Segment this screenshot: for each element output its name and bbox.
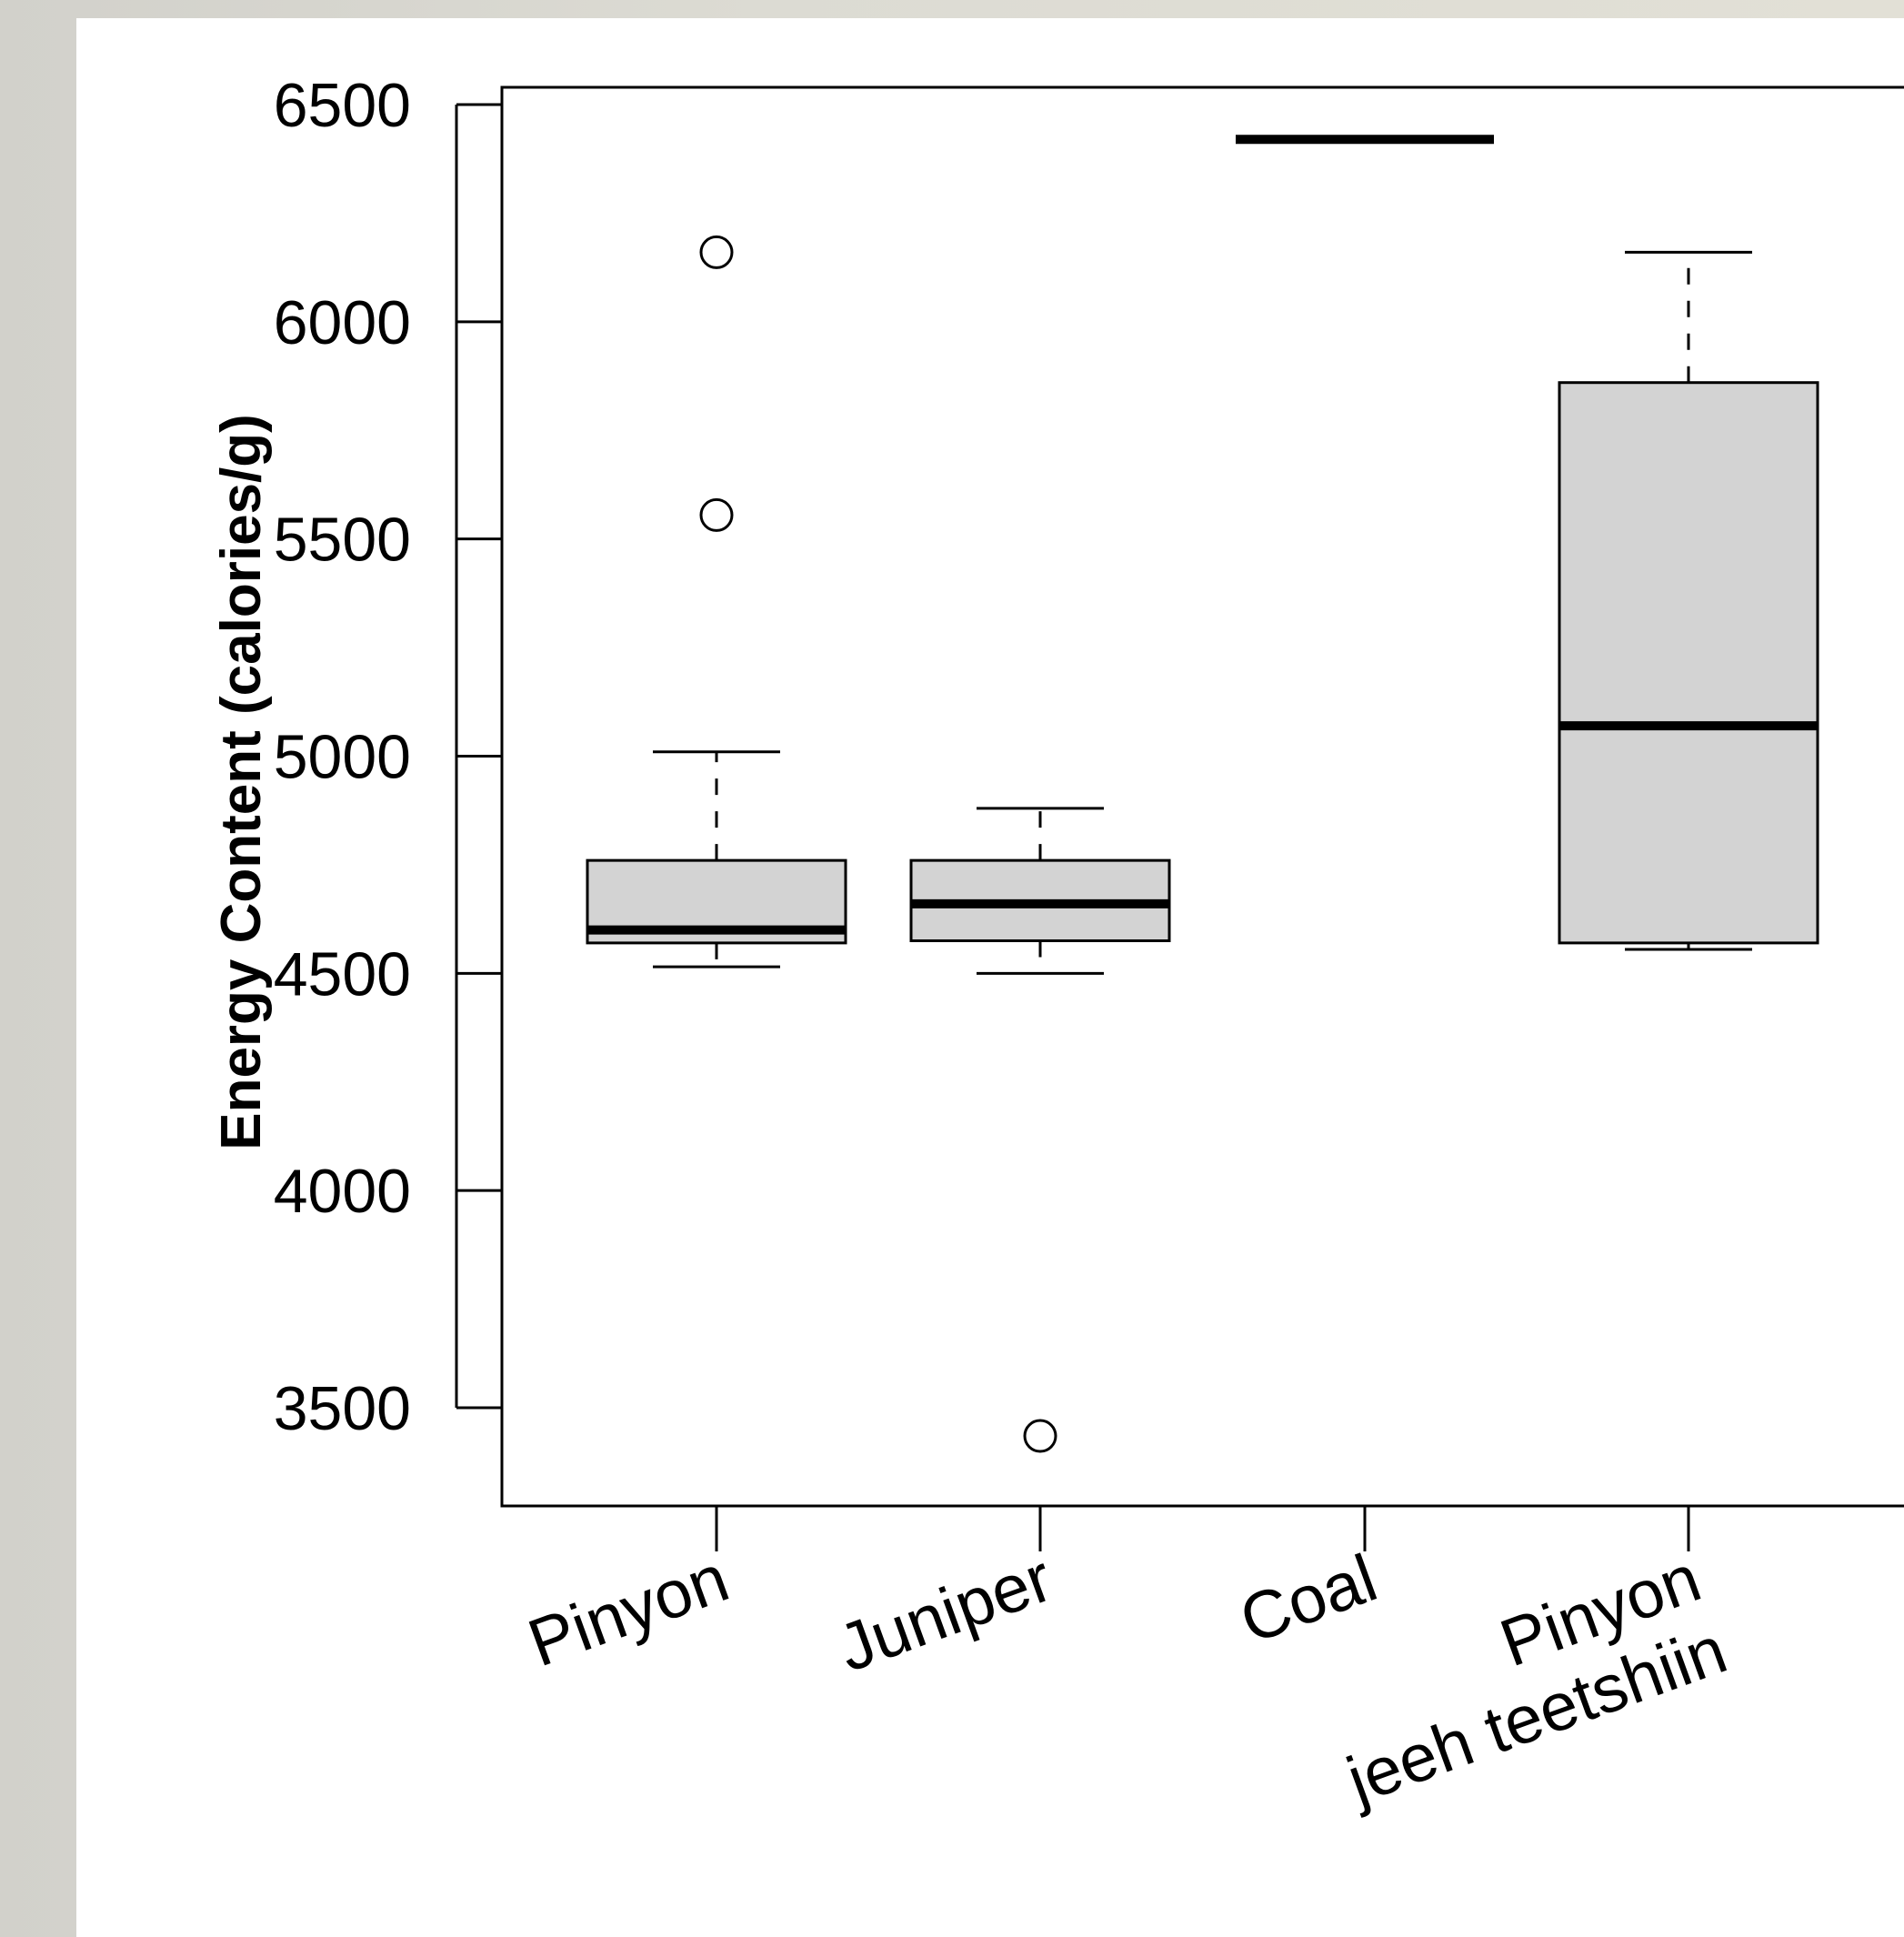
box [1558, 381, 1819, 945]
x-tick-label: Coal [1230, 1540, 1386, 1658]
y-tick-label: 3500 [274, 1374, 411, 1443]
y-tick-label: 5000 [274, 723, 411, 792]
y-tick-label: 4000 [274, 1157, 411, 1226]
outlier-point [699, 235, 734, 269]
outlier-point [699, 497, 734, 532]
x-tick-label: Pinyon [518, 1540, 737, 1681]
y-tick-label: 4500 [274, 939, 411, 1009]
box-group [1558, 250, 1819, 951]
y-axis-title: Energy Content (calories/g) [210, 414, 273, 1150]
x-tick-label-line: Coal [1230, 1540, 1386, 1658]
boxplot-chart: 3500 4000 4500 5000 5500 6000 6500 Pinyon Junip… [210, 71, 1904, 1819]
boxes [586, 135, 1819, 1453]
box-group [909, 807, 1171, 1453]
y-axis: 3500 4000 4500 5000 5500 6000 6500 [274, 71, 502, 1443]
y-tick-label: 6500 [274, 71, 411, 140]
figure-panel: 3500 4000 4500 5000 5500 6000 6500 Pinyon Junip… [76, 18, 1904, 1937]
x-tick-label-line: Juniper [828, 1540, 1061, 1686]
y-tick-label: 5500 [274, 506, 411, 575]
outlier-point [1023, 1419, 1057, 1453]
plot-frame [500, 85, 1904, 1508]
x-tick-label-line: Pinyon [518, 1540, 737, 1681]
y-tick-label: 6000 [274, 288, 411, 357]
box-group [586, 235, 847, 968]
x-tick-label: Juniper [828, 1540, 1061, 1686]
